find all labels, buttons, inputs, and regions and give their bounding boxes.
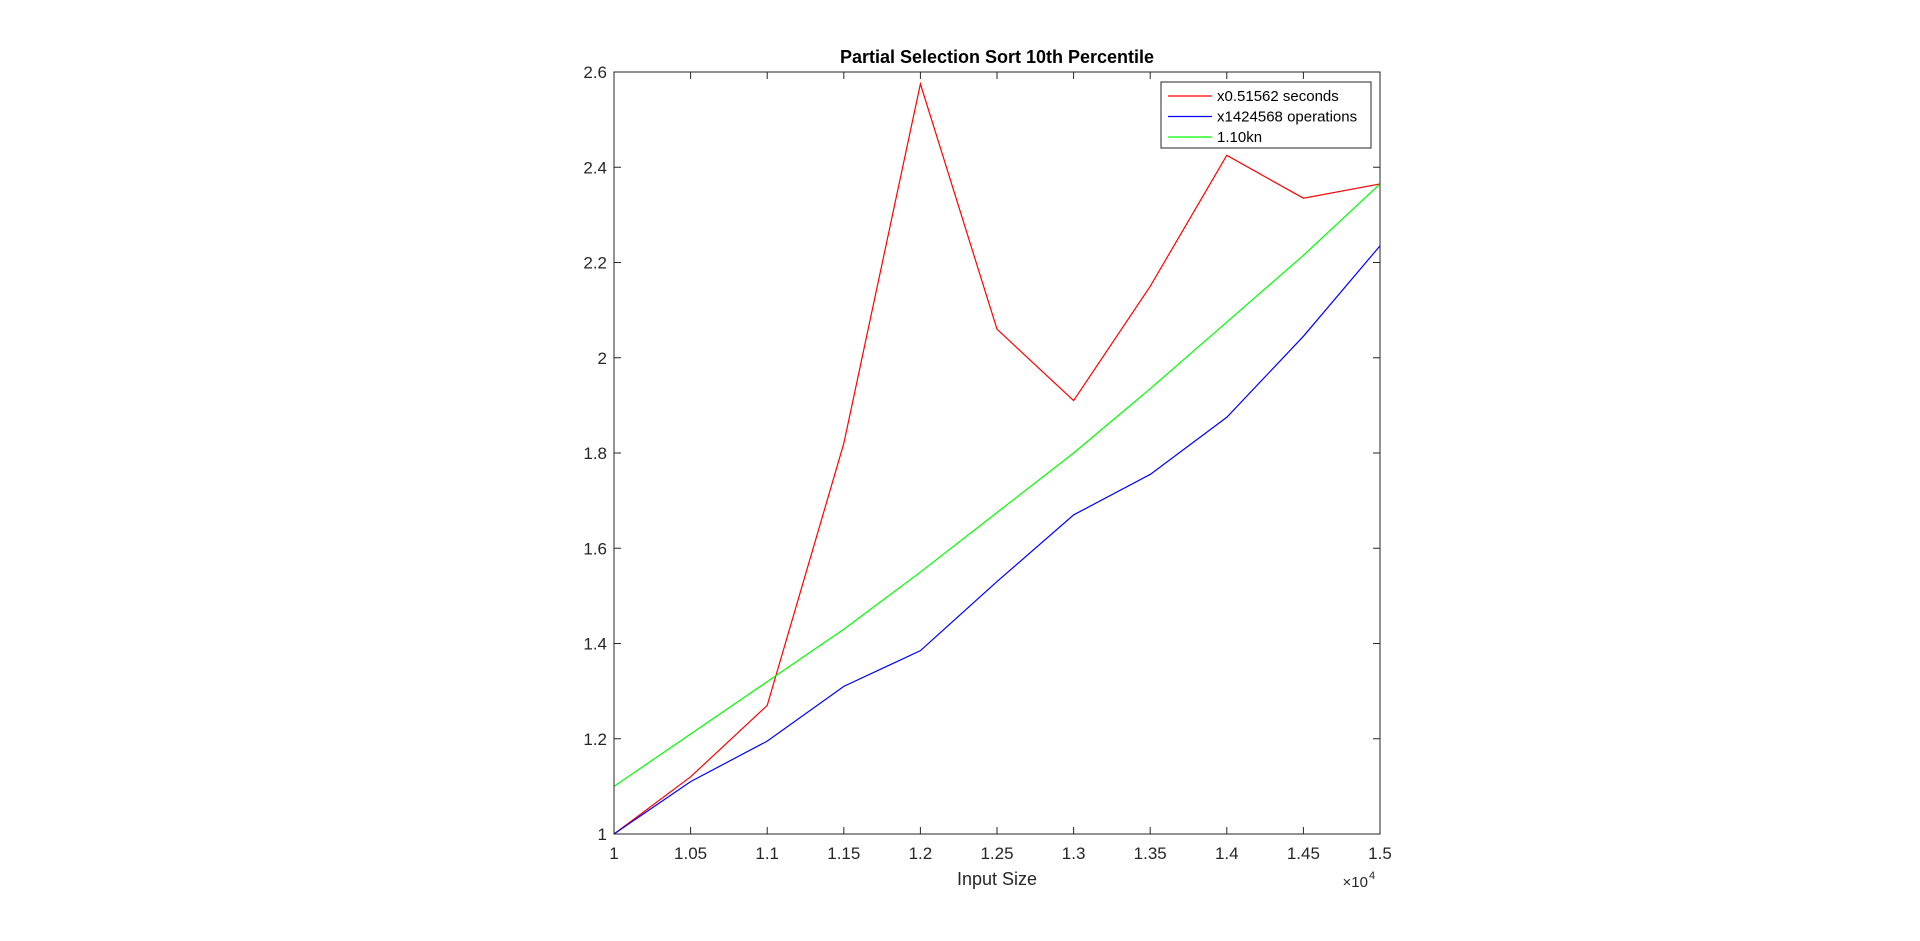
x-tick-label: 1.5 [1368, 844, 1392, 863]
y-tick-label: 1.2 [583, 730, 607, 749]
legend-label: x0.51562 seconds [1217, 88, 1339, 105]
x-tick-label: 1.45 [1287, 844, 1320, 863]
x-axis-exponent-base: ×10 [1343, 874, 1368, 891]
x-tick-label: 1.35 [1134, 844, 1167, 863]
x-tick-label: 1.05 [674, 844, 707, 863]
x-tick-label: 1.2 [909, 844, 933, 863]
x-axis-exponent-label: ×10 4 [1343, 870, 1376, 891]
y-tick-label: 2.2 [583, 254, 607, 273]
series-line-3 [613, 183, 1381, 787]
legend: x0.51562 seconds x1424568 operations 1.10k… [1160, 81, 1372, 149]
y-tick-label: 2 [598, 349, 607, 368]
x-axis-exponent-power: 4 [1369, 870, 1375, 882]
x-tick-label: 1.4 [1215, 844, 1239, 863]
x-axis-title: Input Size [957, 869, 1037, 889]
chart-title: Partial Selection Sort 10th Percentile [840, 47, 1154, 67]
x-tick-label: 1.3 [1062, 844, 1086, 863]
x-tick-label: 1.15 [827, 844, 860, 863]
y-tick-label: 1.4 [583, 635, 607, 654]
y-tick-label: 2.4 [583, 158, 607, 177]
y-tick-label: 1.8 [583, 444, 607, 463]
series-lines-layer [613, 81, 1381, 835]
x-tick-label: 1.25 [980, 844, 1013, 863]
y-tick-label: 1 [598, 825, 607, 844]
plot-area-frame [613, 71, 1381, 835]
axis-ticks-layer: 1 1.05 1.1 1.15 1.2 1.25 1.3 1.35 1.4 1.45 1.5 1 1.2… [583, 63, 1391, 863]
series-line-2 [613, 245, 1381, 835]
series-line-1 [613, 81, 1381, 835]
y-tick-label: 2.6 [583, 63, 607, 82]
x-tick-label: 1.1 [755, 844, 779, 863]
y-tick-label: 1.6 [583, 539, 607, 558]
x-tick-label: 1 [609, 844, 618, 863]
legend-label: x1424568 operations [1217, 109, 1357, 126]
legend-label: 1.10kn [1217, 129, 1262, 146]
